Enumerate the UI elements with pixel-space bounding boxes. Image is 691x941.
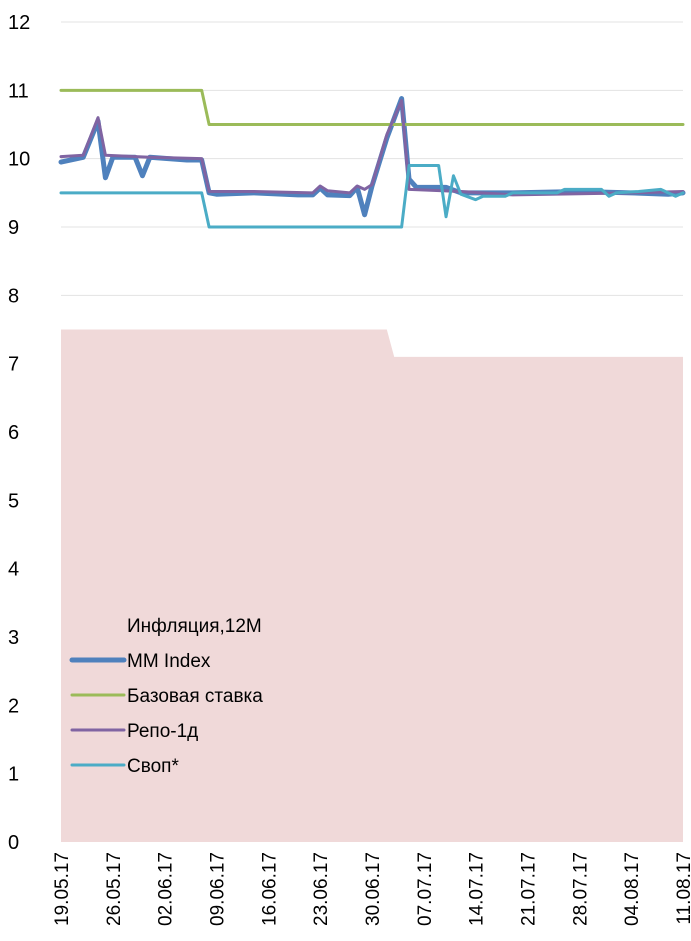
x-tick-label: 28.07.17 [570,852,591,926]
y-tick-label: 4 [8,559,19,581]
legend-swatch [72,617,124,633]
lines-layer [58,88,686,229]
y-tick-label: 1 [8,764,19,786]
x-tick-label: 14.07.17 [467,852,488,926]
y-tick-label: 12 [8,12,30,34]
legend-item: Своп* [70,756,179,777]
x-tick-label: 04.08.17 [622,852,643,926]
legend: Инфляция,12М MM Index Базовая ставка Репо-1… [69,616,263,777]
legend-label: Базовая ставка [127,686,263,707]
x-tick-label: 11.08.17 [674,852,691,925]
legend-label: Инфляция,12М [127,616,262,637]
x-tick-label: 21.07.17 [519,852,540,926]
y-tick-label: 8 [8,285,19,307]
legend-label: Своп* [127,756,179,777]
legend-item: Базовая ставка [70,686,263,707]
y-tick-label: 6 [8,422,19,444]
legend-item: MM Index [69,651,211,672]
y-tick-label: 7 [8,354,19,376]
x-tick-label: 26.05.17 [104,852,125,926]
legend-label: Репо-1д [127,721,198,742]
x-tick-label: 16.06.17 [259,852,280,926]
area-layer [61,329,683,842]
y-tick-label: 11 [8,80,29,102]
x-tick-label: 23.06.17 [311,852,332,926]
y-tick-label: 10 [8,149,30,171]
x-tick-label: 30.06.17 [363,852,384,926]
y-tick-label: 9 [8,217,19,239]
x-tick-label: 09.06.17 [208,852,229,926]
y-tick-label: 2 [8,695,19,717]
x-tick-label: 19.05.17 [52,852,73,926]
y-tick-label: 0 [8,832,19,854]
x-axis: 19.05.17 26.05.17 02.06.17 09.06.17 16.06.17… [52,852,691,926]
line-своп [59,164,685,229]
y-tick-label: 3 [8,627,19,649]
area-инфляция-12м [61,329,683,842]
legend-item: Репо-1д [70,721,198,742]
line-репо-1д [59,99,685,197]
x-tick-label: 07.07.17 [415,852,436,926]
x-tick-label: 02.06.17 [156,852,177,926]
line-базовая-ставка [59,88,685,126]
legend-label: MM Index [127,651,211,672]
y-tick-label: 5 [8,490,19,512]
legend-item: Инфляция,12М [72,616,262,637]
